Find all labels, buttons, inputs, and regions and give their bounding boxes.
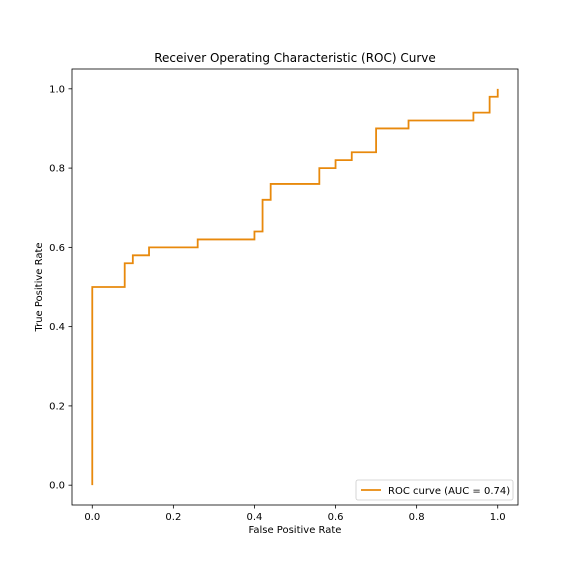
y-tick-label: 0.0	[49, 481, 65, 492]
x-tick-label: 1.0	[490, 512, 506, 523]
x-tick-label: 0.6	[328, 512, 344, 523]
y-tick-label: 0.2	[49, 401, 65, 412]
y-tick-label: 0.6	[49, 243, 65, 254]
plot-frame	[71, 68, 519, 506]
legend: ROC curve (AUC = 0.74)	[355, 479, 514, 501]
x-axis-label: False Positive Rate	[249, 525, 342, 536]
roc-curve-line	[91, 88, 499, 486]
x-tick-label: 0.0	[84, 512, 100, 523]
chart-title: Receiver Operating Characteristic (ROC) …	[154, 51, 436, 65]
y-tick-label: 0.8	[49, 164, 65, 175]
legend-box	[355, 479, 514, 501]
y-tick-label: 0.4	[49, 322, 65, 333]
y-tick-label: 1.0	[49, 84, 65, 95]
x-tick-label: 0.8	[409, 512, 425, 523]
x-tick-label: 0.2	[165, 512, 181, 523]
y-axis-label: True Positive Rate	[34, 242, 45, 332]
legend-label: ROC curve (AUC = 0.74)	[388, 486, 510, 497]
x-tick-label: 0.4	[247, 512, 263, 523]
y-axis-ticks: 0.0 0.2 0.4 0.6 0.8 1.0	[49, 84, 72, 492]
x-axis-ticks: 0.0 0.2 0.4 0.6 0.8 1.0	[84, 505, 506, 523]
